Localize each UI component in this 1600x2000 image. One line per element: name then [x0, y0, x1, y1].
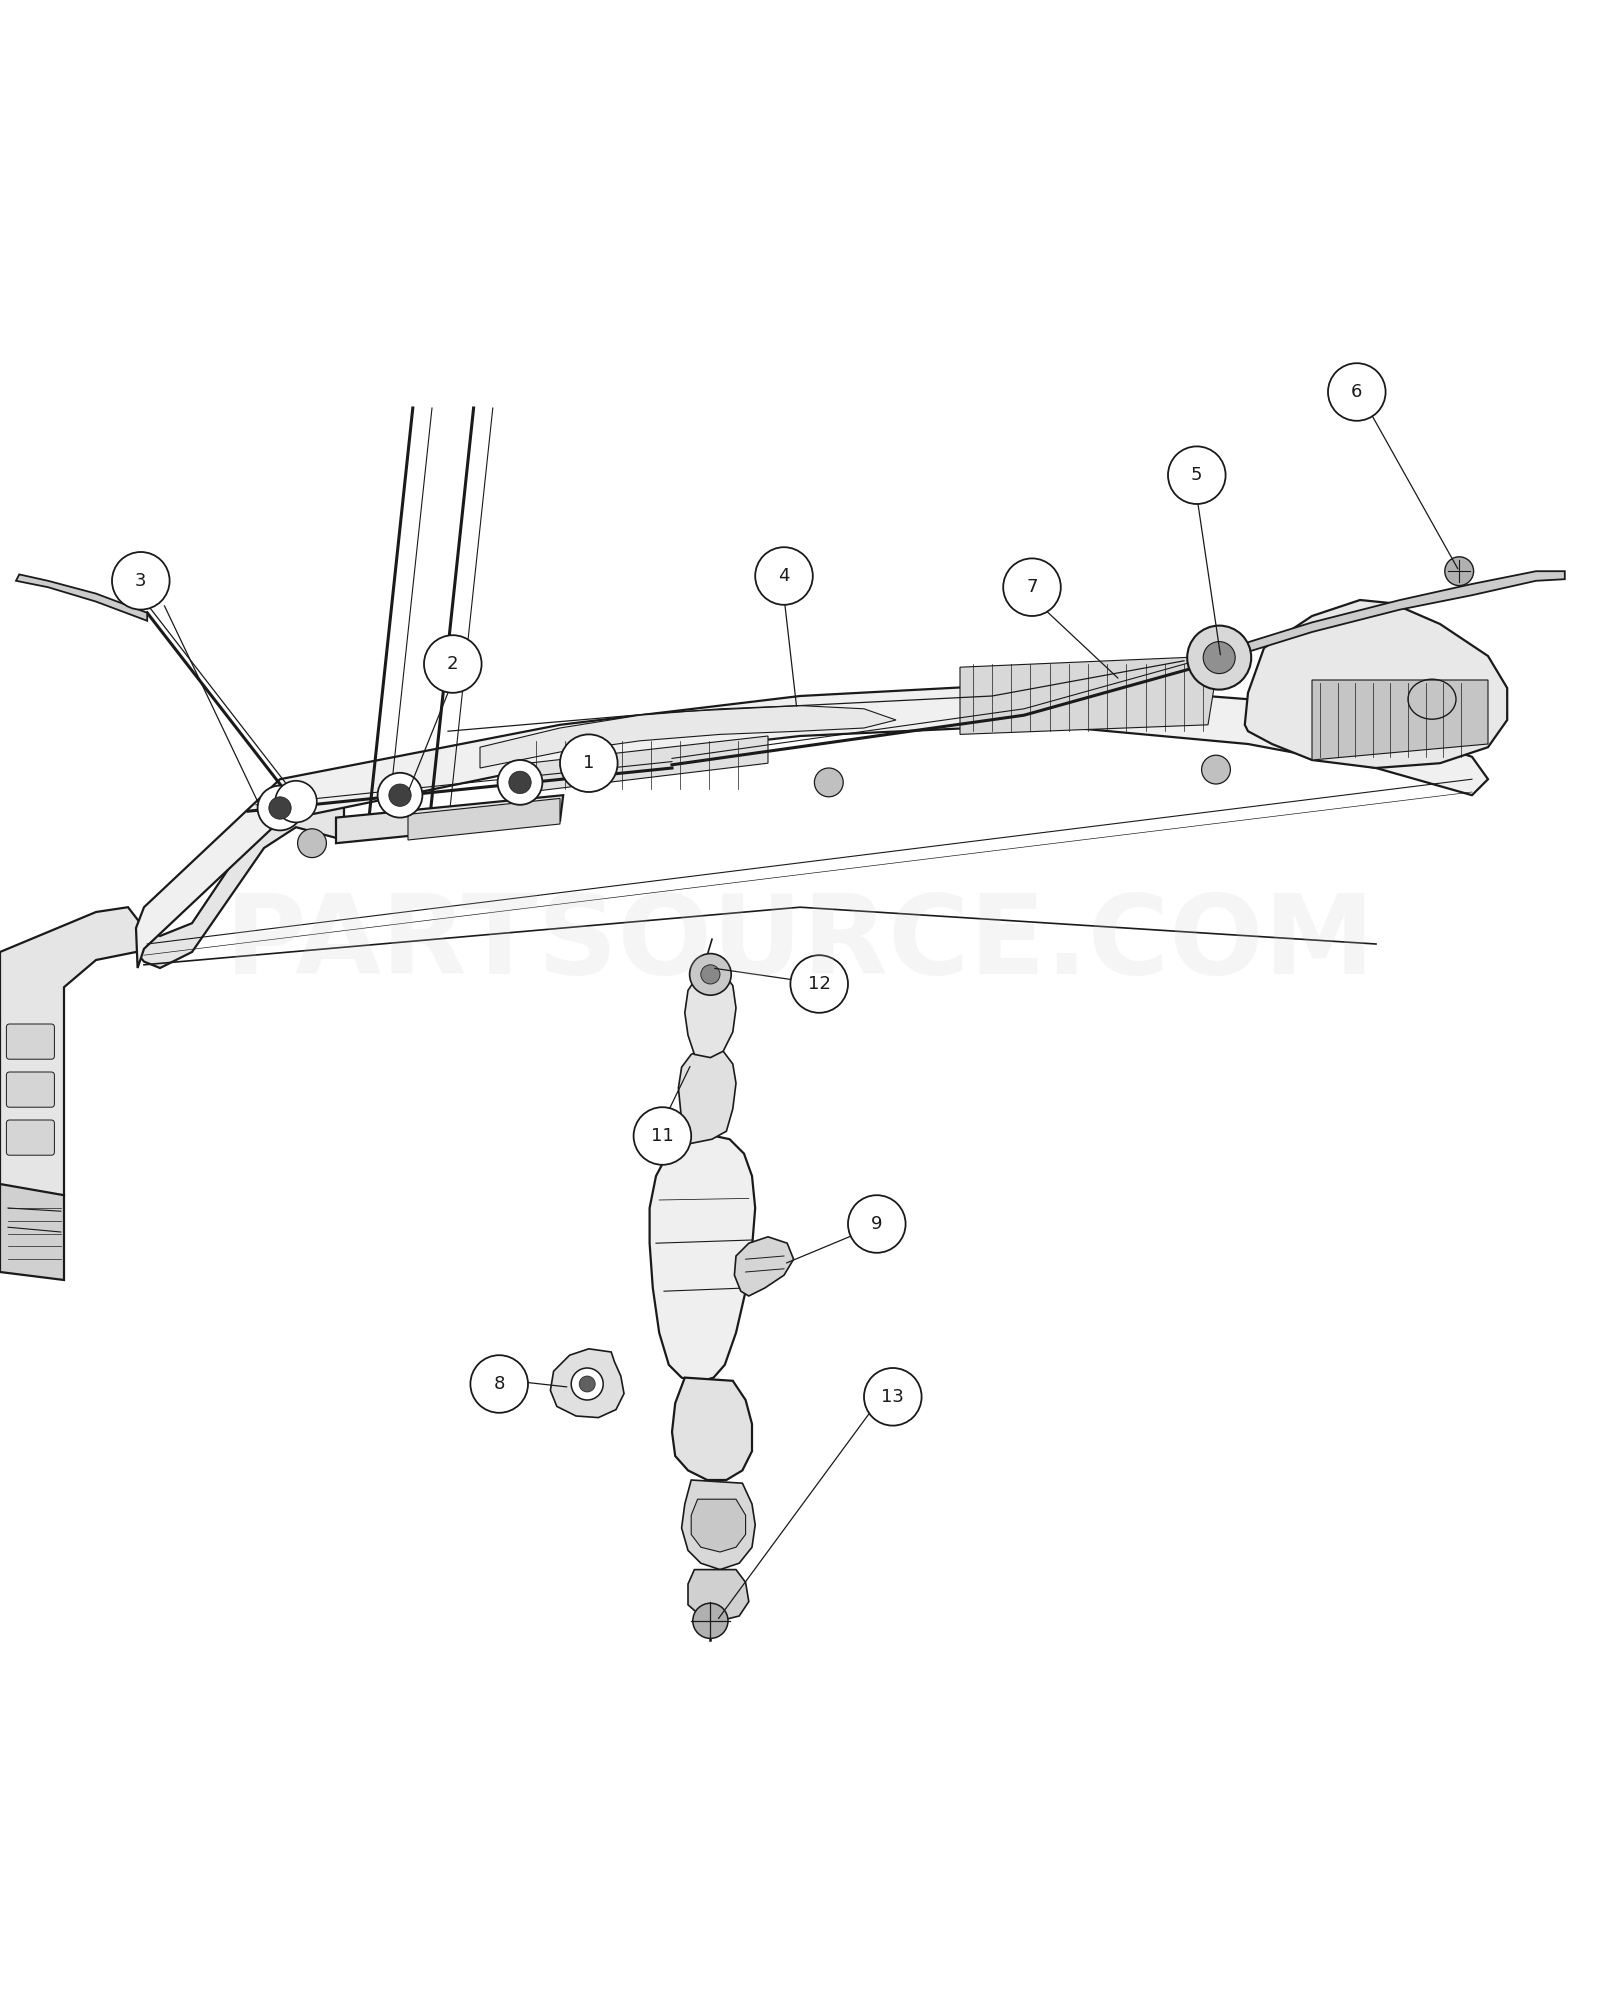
Circle shape — [424, 636, 482, 692]
Circle shape — [864, 1368, 922, 1426]
Circle shape — [571, 1368, 603, 1400]
Polygon shape — [960, 656, 1219, 734]
Text: 7: 7 — [1026, 578, 1038, 596]
Circle shape — [690, 954, 731, 996]
Text: 11: 11 — [651, 1128, 674, 1144]
Text: PARTSOURCE.COM: PARTSOURCE.COM — [226, 890, 1374, 998]
Circle shape — [814, 768, 843, 796]
Polygon shape — [678, 1048, 736, 1144]
Polygon shape — [1312, 680, 1488, 760]
Polygon shape — [672, 1378, 752, 1480]
Circle shape — [1203, 642, 1235, 674]
Text: 13: 13 — [882, 1388, 904, 1406]
FancyBboxPatch shape — [6, 1120, 54, 1156]
Circle shape — [693, 1604, 728, 1638]
Circle shape — [1328, 364, 1386, 420]
Circle shape — [701, 964, 720, 984]
Text: 5: 5 — [1190, 466, 1203, 484]
Text: 3: 3 — [134, 572, 147, 590]
Text: 4: 4 — [778, 568, 790, 584]
Circle shape — [378, 772, 422, 818]
Polygon shape — [16, 574, 147, 620]
Circle shape — [1202, 756, 1230, 784]
Circle shape — [755, 548, 813, 604]
Polygon shape — [734, 1236, 794, 1296]
Polygon shape — [550, 1348, 624, 1418]
Circle shape — [470, 1356, 528, 1412]
Text: 6: 6 — [1350, 384, 1363, 400]
Text: 1: 1 — [582, 754, 595, 772]
Circle shape — [1168, 446, 1226, 504]
Polygon shape — [650, 1134, 755, 1382]
Circle shape — [112, 552, 170, 610]
Text: 9: 9 — [870, 1214, 883, 1232]
Text: 2: 2 — [446, 656, 459, 672]
Text: 8: 8 — [493, 1376, 506, 1392]
Polygon shape — [688, 1570, 749, 1620]
Polygon shape — [1245, 600, 1507, 768]
Circle shape — [389, 784, 411, 806]
Circle shape — [634, 1108, 691, 1164]
Circle shape — [579, 1376, 595, 1392]
Polygon shape — [1219, 572, 1565, 660]
Circle shape — [269, 796, 291, 820]
FancyBboxPatch shape — [6, 1024, 54, 1060]
Circle shape — [498, 760, 542, 804]
FancyBboxPatch shape — [6, 1072, 54, 1108]
Circle shape — [258, 786, 302, 830]
Circle shape — [1003, 558, 1061, 616]
Circle shape — [509, 772, 531, 794]
Polygon shape — [691, 1500, 746, 1552]
Circle shape — [298, 828, 326, 858]
Polygon shape — [408, 798, 560, 840]
Polygon shape — [682, 1480, 755, 1570]
Circle shape — [275, 780, 317, 822]
Circle shape — [560, 734, 618, 792]
Text: 12: 12 — [808, 976, 830, 992]
Polygon shape — [0, 796, 344, 1196]
Circle shape — [1445, 556, 1474, 586]
Polygon shape — [336, 796, 563, 844]
Polygon shape — [528, 736, 768, 792]
Polygon shape — [480, 706, 896, 768]
Polygon shape — [0, 1184, 64, 1280]
Circle shape — [790, 956, 848, 1012]
Circle shape — [1187, 626, 1251, 690]
Polygon shape — [685, 970, 736, 1058]
Polygon shape — [136, 684, 1488, 968]
Circle shape — [848, 1196, 906, 1252]
